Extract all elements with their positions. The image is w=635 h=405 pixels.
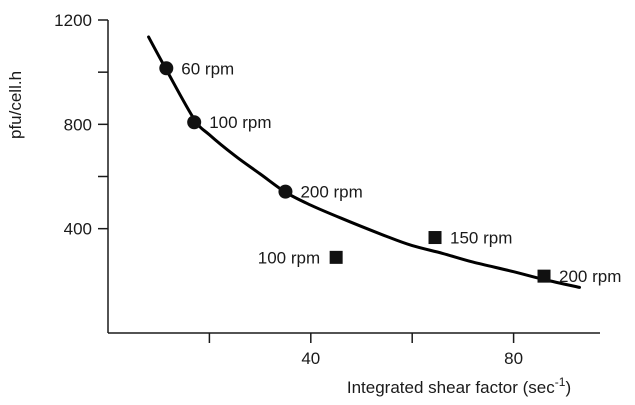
y-tick-label: 800 <box>64 115 92 134</box>
x-axis-label: Integrated shear factor (sec-1) <box>347 375 571 397</box>
fit-curve <box>147 35 581 289</box>
x-tick-label: 80 <box>504 349 523 368</box>
square-point <box>329 250 343 264</box>
data-points: 60 rpm 100 rpm 200 rpm 100 rpm 150 rpm 200 rp… <box>159 59 621 286</box>
circle-point <box>278 184 293 199</box>
x-tick-label: 40 <box>301 349 320 368</box>
point-label: 100 rpm <box>258 248 320 267</box>
point-label: 100 rpm <box>209 113 271 132</box>
point-label: 200 rpm <box>559 267 621 286</box>
square-point <box>428 231 442 245</box>
point-label: 150 rpm <box>450 229 512 248</box>
x-axis-label-main: Integrated shear factor (sec <box>347 378 555 397</box>
x-axis-label-sup: -1 <box>555 375 566 389</box>
point-label: 200 rpm <box>300 183 362 202</box>
y-tick-label: 1200 <box>54 11 92 30</box>
square-point <box>537 269 551 283</box>
circle-point <box>187 115 202 130</box>
point-label: 60 rpm <box>181 59 234 78</box>
x-axis-label-close: ) <box>565 378 571 397</box>
circle-point <box>159 61 174 76</box>
y-axis-label: pfu/cell.h <box>6 71 25 139</box>
ticks: 40 80 400 800 1200 <box>54 11 523 368</box>
y-tick-label: 400 <box>64 220 92 239</box>
